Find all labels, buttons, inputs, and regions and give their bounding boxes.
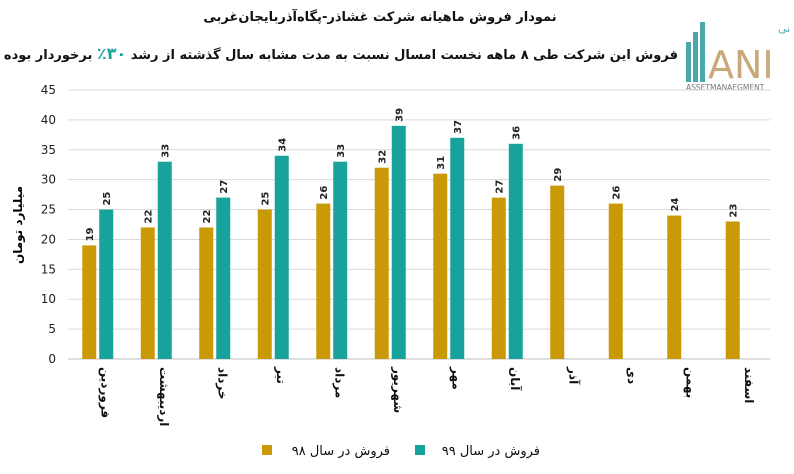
data-label: 26 <box>612 186 623 200</box>
x-tick-label: اسفند <box>742 367 756 403</box>
subtitle-end: برخوردار بوده است. <box>0 48 93 63</box>
bar-98 <box>199 227 214 359</box>
legend: فروش در سال ۹۹ فروش در سال ۹۸ <box>262 444 540 459</box>
bar-98 <box>433 173 448 359</box>
bar-98 <box>725 221 740 359</box>
bar-98 <box>667 215 682 359</box>
subtitle-text: فروش این شرکت طی ۸ ماهه نخست امسال نسبت … <box>130 48 678 63</box>
bar-99 <box>157 161 172 359</box>
bar-98 <box>140 227 155 359</box>
data-label: 25 <box>261 192 272 206</box>
x-tick-label: اردیبهشت <box>157 367 171 426</box>
bar-98 <box>82 245 97 359</box>
y-tick-label: 5 <box>48 322 56 336</box>
data-label: 25 <box>102 192 113 206</box>
logo-letters: ANI <box>708 43 774 87</box>
data-label: 23 <box>729 204 740 218</box>
data-label: 22 <box>144 210 155 224</box>
data-label: 32 <box>378 150 389 164</box>
legend-swatch-98 <box>262 445 272 455</box>
bar-98 <box>491 197 506 359</box>
bar-99 <box>508 143 523 359</box>
data-label: 26 <box>319 186 330 200</box>
y-tick-label: 45 <box>41 83 56 97</box>
x-tick-label: آذر <box>566 366 581 385</box>
legend-label-99: فروش در سال ۹۹ <box>442 444 540 459</box>
y-tick-label: 25 <box>41 203 56 217</box>
y-tick-label: 30 <box>41 173 56 187</box>
growth-percent: ۳۰٪ <box>96 44 127 63</box>
data-label: 39 <box>395 108 406 122</box>
data-label: 37 <box>453 120 464 134</box>
bar-99 <box>99 209 114 359</box>
data-label: 27 <box>495 180 506 194</box>
x-tick-label: بهمن <box>683 367 697 398</box>
x-tick-label: آبان <box>508 367 523 391</box>
company-logo: سبدگردان مانی ANI ASSETMANAEGMENT <box>686 22 790 92</box>
bar-99 <box>274 155 289 359</box>
y-tick-label: 35 <box>41 143 56 157</box>
legend-label-98: فروش در سال ۹۸ <box>292 444 390 459</box>
bar-98 <box>550 185 565 359</box>
y-axis-label: میلیارد تومان <box>11 186 26 264</box>
x-tick-label: تیر <box>274 366 288 384</box>
bar-99 <box>391 125 406 359</box>
x-tick-label: دی <box>625 367 639 384</box>
data-label: 34 <box>278 138 289 152</box>
bar-99 <box>450 137 465 359</box>
data-label: 19 <box>85 227 96 241</box>
chart-subtitle: فروش این شرکت طی ۸ ماهه نخست امسال نسبت … <box>0 44 678 63</box>
data-label: 33 <box>161 144 172 158</box>
data-label: 36 <box>512 126 523 140</box>
chart-title: نمودار فروش ماهیانه شرکت غشاذر-پگاه‌آذرب… <box>203 10 557 25</box>
bar-98 <box>316 203 331 359</box>
data-label: 22 <box>202 210 213 224</box>
bar-98 <box>374 167 389 359</box>
x-tick-label: خرداد <box>215 367 229 400</box>
logo-persian: سبدگردان مانی <box>778 22 790 35</box>
logo-english: ASSETMANAEGMENT <box>686 83 765 92</box>
x-tick-label: شهریور <box>390 366 405 413</box>
y-tick-label: 0 <box>48 352 56 366</box>
x-tick-label: مهر <box>449 366 463 390</box>
y-tick-label: 40 <box>41 113 56 127</box>
data-label: 31 <box>436 156 447 170</box>
y-tick-label: 20 <box>41 232 56 246</box>
bar-99 <box>333 161 348 359</box>
legend-swatch-99 <box>415 445 425 455</box>
x-tick-label: فروردین <box>97 367 112 418</box>
bar-98 <box>608 203 623 359</box>
x-tick-label: مرداد <box>332 367 346 398</box>
data-label: 27 <box>219 180 230 194</box>
y-tick-label: 10 <box>41 292 56 306</box>
bar-99 <box>216 197 231 359</box>
data-label: 33 <box>336 144 347 158</box>
bar-98 <box>257 209 272 359</box>
data-label: 29 <box>553 168 564 182</box>
data-label: 24 <box>670 198 681 212</box>
y-tick-label: 15 <box>41 262 56 276</box>
